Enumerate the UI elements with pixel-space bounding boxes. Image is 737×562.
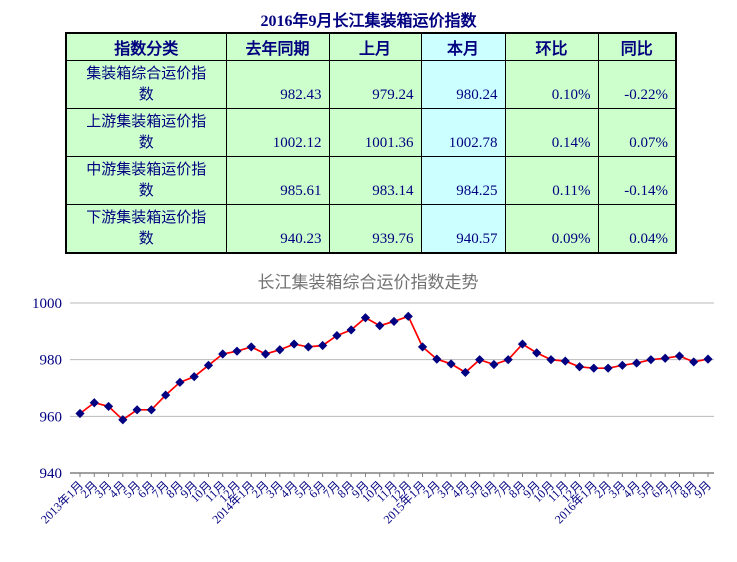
data-point-marker — [260, 349, 271, 359]
data-point-marker — [674, 351, 685, 361]
table-cell: 984.25 — [420, 156, 506, 205]
table-cell: 0.14% — [504, 108, 599, 157]
table-cell: 979.24 — [328, 60, 422, 109]
data-point-marker — [332, 330, 342, 341]
y-axis-labels: 940 960 980 1000 — [32, 296, 62, 482]
gridlines — [70, 302, 714, 474]
table-row: 下游集装箱运价指数 940.23 939.76 940.57 0.09% 0.04% — [65, 204, 677, 254]
data-point-marker — [89, 398, 99, 408]
table-cell: 0.10% — [504, 60, 599, 109]
y-tick-label: 1000 — [32, 296, 62, 312]
col-header-3: 上月 — [328, 32, 422, 61]
data-point-marker — [646, 355, 656, 365]
table-cell: -0.22% — [597, 60, 677, 109]
table-row: 集装箱综合运价指数 982.43 979.24 980.24 0.10% -0.22% — [65, 60, 677, 109]
row-label: 上游集装箱运价指数 — [65, 108, 227, 157]
data-point-marker — [375, 321, 385, 331]
table-body: 集装箱综合运价指数 982.43 979.24 980.24 0.10% -0.22% 上游… — [65, 60, 677, 254]
table-cell: 1001.36 — [328, 108, 422, 157]
x-axis-labels: 2013年1月2月3月4月5月6月7月8月9月10月11月12月2014年1月2… — [38, 478, 714, 526]
x-tick-label: 9月 — [691, 478, 714, 501]
data-point-marker — [246, 342, 256, 352]
data-point-marker — [218, 349, 228, 359]
col-header-1: 指数分类 — [65, 32, 227, 61]
table-cell: 1002.78 — [420, 108, 506, 157]
data-point-marker — [403, 311, 413, 321]
chart-title: 长江集装箱综合运价指数走势 — [258, 273, 479, 292]
data-point-marker — [689, 357, 699, 367]
data-point-marker — [146, 405, 156, 415]
data-point-marker — [318, 340, 328, 351]
col-header-6: 同比 — [597, 32, 677, 61]
table-cell: 983.14 — [328, 156, 422, 205]
data-point-marker — [574, 362, 585, 372]
table-cell: 980.24 — [420, 60, 506, 109]
y-tick-label: 960 — [40, 409, 63, 425]
table-cell: 940.23 — [225, 204, 330, 254]
table-cell: 982.43 — [225, 60, 330, 109]
data-point-marker — [132, 405, 142, 415]
data-point-marker — [546, 355, 556, 365]
y-tick-label: 940 — [40, 466, 63, 482]
table-cell: 0.11% — [504, 156, 599, 205]
table-cell: 985.61 — [225, 156, 330, 205]
x-tick-label: 2013年1月 — [38, 478, 86, 526]
col-header-5: 环比 — [504, 32, 599, 61]
table-cell: 0.04% — [597, 204, 677, 254]
table-row: 上游集装箱运价指数 1002.12 1001.36 1002.78 0.14% 0.07% — [65, 108, 677, 157]
page-title: 2016年9月长江集装箱运价指数 — [260, 13, 477, 30]
col-header-2: 去年同期 — [225, 32, 330, 61]
table-cell: -0.14% — [597, 156, 677, 205]
row-label: 集装箱综合运价指数 — [65, 60, 227, 109]
data-point-marker — [389, 316, 399, 327]
data-point-marker — [446, 359, 456, 369]
data-point-marker — [589, 363, 599, 373]
row-label: 中游集装箱运价指数 — [65, 156, 227, 205]
data-point-marker — [617, 360, 627, 370]
table-cell: 0.09% — [504, 204, 599, 254]
data-point-marker — [289, 339, 299, 349]
data-point-marker — [360, 313, 371, 323]
y-tick-label: 980 — [40, 353, 63, 369]
table-cell: 939.76 — [328, 204, 422, 254]
data-point-marker — [532, 348, 542, 358]
data-point-marker — [703, 354, 713, 364]
series-line — [79, 315, 709, 421]
data-point-marker — [660, 353, 670, 363]
data-point-marker — [275, 345, 285, 355]
data-point-marker — [75, 408, 85, 419]
data-point-marker — [232, 346, 242, 356]
trend-chart: 长江集装箱综合运价指数走势 940 960 980 1000 2013年1月 2月 3月 4月 5… — [0, 255, 737, 562]
table-row: 中游集装箱运价指数 985.61 983.14 984.25 0.11% -0.14% — [65, 156, 677, 205]
data-point-marker — [489, 359, 499, 370]
table-cell: 940.57 — [420, 204, 506, 254]
trend-chart-svg: 长江集装箱综合运价指数走势 940 960 980 1000 2013年1月2月3月4月5… — [32, 273, 714, 526]
x-axis-ticks — [79, 473, 709, 477]
series-markers — [75, 311, 713, 425]
data-point-marker — [603, 363, 613, 373]
row-label: 下游集装箱运价指数 — [65, 204, 227, 254]
freight-index-table: 指数分类 去年同期 上月 本月 环比 同比 集装箱综合运价指数 982.43 979.24 98… — [65, 32, 677, 254]
table-cell: 0.07% — [597, 108, 677, 157]
table-header-row: 指数分类 去年同期 上月 本月 环比 同比 — [65, 32, 677, 61]
data-point-marker — [303, 342, 313, 352]
data-point-marker — [118, 415, 128, 425]
col-header-4: 本月 — [420, 32, 506, 61]
data-point-marker — [560, 356, 570, 366]
table-cell: 1002.12 — [225, 108, 330, 157]
